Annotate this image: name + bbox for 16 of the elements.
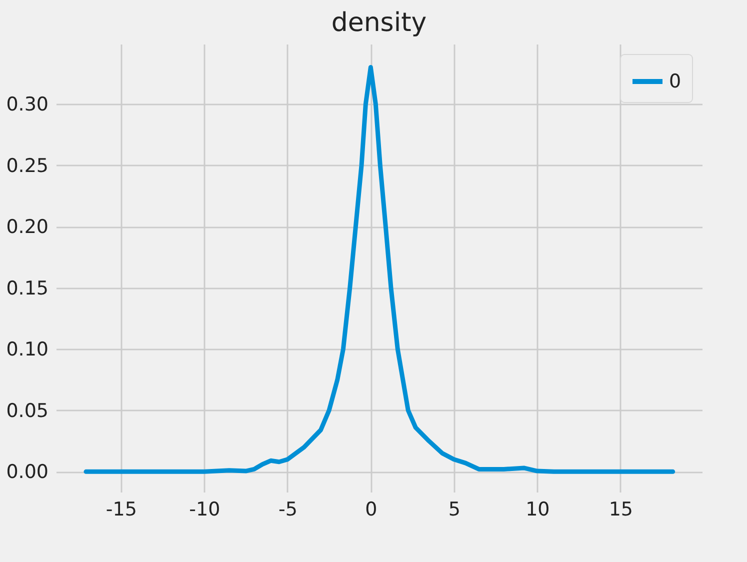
y-tick-label: 0.20 [6,216,48,238]
x-tick-label: 15 [608,498,634,520]
x-tick-label: -15 [106,498,137,520]
legend-label: 0 [669,70,682,92]
y-tick-label: 0.15 [6,277,48,300]
y-tick-label: 0.25 [6,154,48,177]
y-tick-label: 0.00 [6,461,48,484]
x-tick-label: 5 [448,498,460,520]
y-tick-label: 0.10 [6,338,48,361]
chart-title: density [331,8,427,38]
x-tick-label: 10 [526,498,550,520]
x-tick-label: -5 [278,498,298,520]
x-tick-label: 0 [365,498,378,520]
y-tick-label: 0.30 [6,94,48,116]
x-tick-label: -10 [189,498,220,520]
y-tick-label: 0.05 [6,400,48,422]
